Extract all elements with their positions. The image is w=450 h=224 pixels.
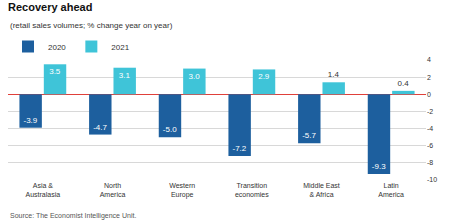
svg-text:(retail sales volumes; % chang: (retail sales volumes; % change year on … — [10, 21, 173, 30]
svg-text:3.5: 3.5 — [49, 67, 61, 76]
svg-text:2: 2 — [427, 74, 431, 81]
svg-text:Middle East& Africa: Middle East& Africa — [303, 182, 340, 198]
svg-text:2021: 2021 — [111, 43, 129, 52]
svg-text:-4.7: -4.7 — [93, 123, 107, 132]
svg-text:-5.0: -5.0 — [163, 125, 177, 134]
svg-text:-10: -10 — [427, 176, 437, 183]
svg-text:-8: -8 — [427, 159, 433, 166]
svg-text:Asia &Australasia: Asia &Australasia — [26, 182, 61, 198]
svg-text:-7.2: -7.2 — [232, 144, 246, 153]
svg-text:-2: -2 — [427, 108, 433, 115]
svg-text:2.9: 2.9 — [258, 72, 270, 81]
svg-text:1.4: 1.4 — [328, 70, 340, 79]
svg-text:-3.9: -3.9 — [23, 116, 37, 125]
svg-text:Recovery ahead: Recovery ahead — [8, 1, 92, 13]
svg-text:-6: -6 — [427, 142, 433, 149]
svg-text:3.1: 3.1 — [119, 71, 131, 80]
svg-text:WesternEurope: WesternEurope — [169, 182, 195, 199]
svg-text:3.0: 3.0 — [189, 72, 201, 81]
svg-text:4: 4 — [427, 56, 431, 63]
svg-text:0.4: 0.4 — [398, 79, 410, 88]
svg-text:2020: 2020 — [48, 43, 66, 52]
svg-text:-4: -4 — [427, 125, 433, 132]
svg-text:-9.3: -9.3 — [372, 162, 386, 171]
svg-text:Source: The Economist Intellig: Source: The Economist Intelligence Unit. — [10, 212, 136, 220]
svg-text:Transitioneconomies: Transitioneconomies — [235, 182, 269, 198]
svg-text:-5.7: -5.7 — [302, 131, 316, 140]
svg-text:NorthAmerica: NorthAmerica — [100, 182, 126, 198]
svg-text:0: 0 — [427, 91, 431, 98]
svg-text:LatinAmerica: LatinAmerica — [378, 182, 404, 198]
